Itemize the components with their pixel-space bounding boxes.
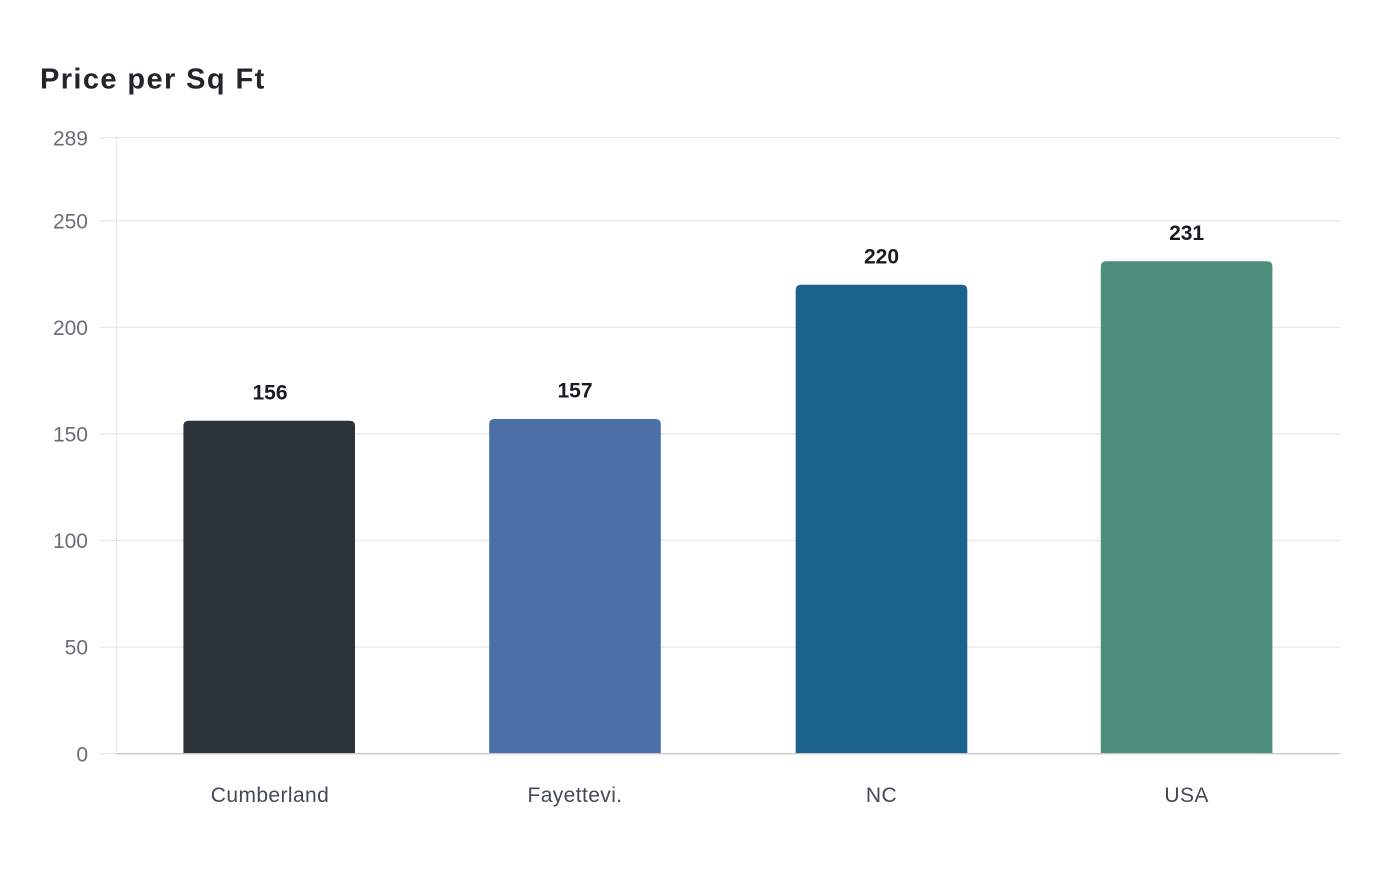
svg-text:50: 50 (65, 637, 88, 660)
svg-text:157: 157 (557, 380, 592, 403)
svg-text:Price per Sq Ft: Price per Sq Ft (40, 64, 266, 96)
svg-text:231: 231 (1169, 222, 1204, 245)
svg-text:Cumberland: Cumberland (211, 784, 329, 807)
svg-text:200: 200 (53, 317, 88, 340)
svg-text:150: 150 (53, 424, 88, 447)
svg-text:156: 156 (252, 381, 287, 404)
svg-text:289: 289 (53, 127, 88, 150)
svg-text:220: 220 (864, 245, 899, 268)
svg-text:100: 100 (53, 530, 88, 553)
svg-text:NC: NC (866, 784, 897, 807)
svg-text:0: 0 (76, 743, 88, 766)
svg-text:Fayettevi.: Fayettevi. (527, 784, 622, 807)
svg-text:USA: USA (1164, 784, 1208, 807)
svg-text:250: 250 (53, 211, 88, 234)
